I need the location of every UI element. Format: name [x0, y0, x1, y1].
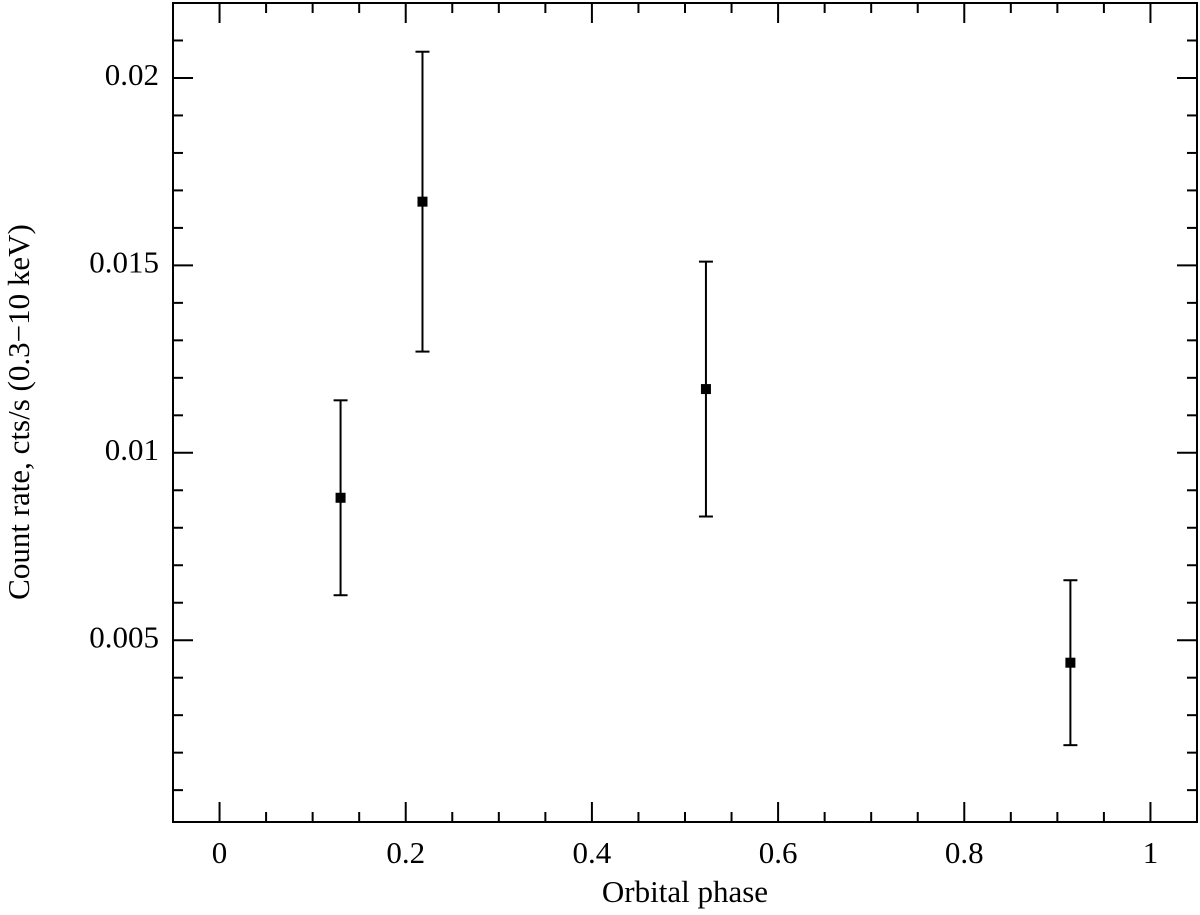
data-point	[700, 384, 711, 395]
y-tick-label: 0.015	[89, 244, 159, 279]
y-axis-label: Count rate, cts/s (0.3−10 keV)	[1, 224, 36, 600]
x-axis-label: Orbital phase	[602, 874, 768, 909]
plot-frame	[172, 2, 1198, 823]
y-tick-label: 0.02	[105, 57, 159, 92]
x-tick-label: 0.6	[759, 835, 798, 870]
data-point	[335, 492, 346, 503]
x-tick-label: 0.2	[386, 835, 425, 870]
x-tick-label: 0	[212, 835, 228, 870]
x-tick-label: 0.4	[573, 835, 612, 870]
data-point	[417, 196, 428, 207]
x-tick-label: 1	[1143, 835, 1159, 870]
data-point	[1065, 657, 1076, 668]
y-tick-label: 0.01	[105, 432, 159, 467]
y-tick-label: 0.005	[89, 619, 159, 654]
x-tick-label: 0.8	[945, 835, 984, 870]
